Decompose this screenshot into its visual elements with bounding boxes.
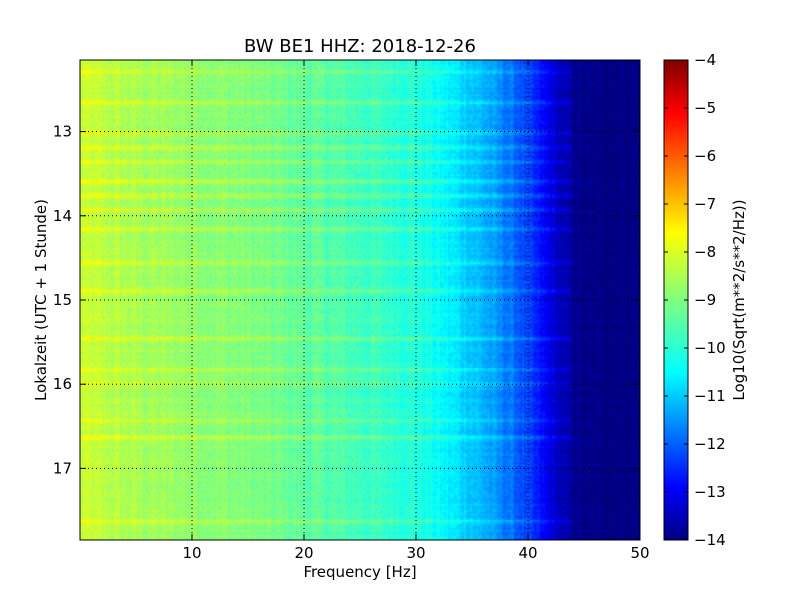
colorbar-tick-label: −7 xyxy=(694,195,716,213)
x-tick-label: 20 xyxy=(294,544,313,562)
chart-title: BW BE1 HHZ: 2018-12-26 xyxy=(244,36,476,57)
colorbar-tick-label: −13 xyxy=(694,483,726,501)
x-tick-label: 30 xyxy=(406,544,425,562)
y-tick-label: 13 xyxy=(53,123,72,141)
colorbar-tick-label: −10 xyxy=(694,339,726,357)
plot-area: 10 20 30 40 50 13 14 15 16 17 xyxy=(53,59,650,562)
colorbar-tick-label: −8 xyxy=(694,243,716,261)
y-tick-label: 17 xyxy=(53,459,72,477)
x-tick-label: 10 xyxy=(182,544,201,562)
x-axis-ticks: 10 20 30 40 50 xyxy=(182,60,650,562)
x-axis-label: Frequency [Hz] xyxy=(303,563,416,581)
colorbar-tick-label: −12 xyxy=(694,435,726,453)
y-tick-label: 14 xyxy=(53,207,72,225)
colorbar-tick-label: −9 xyxy=(694,291,716,309)
y-axis-ticks: 13 14 15 16 17 xyxy=(53,123,640,477)
colorbar-tick-label: −14 xyxy=(694,531,726,549)
x-tick-label: 40 xyxy=(518,544,537,562)
y-axis-label: Lokalzeit (UTC + 1 Stunde) xyxy=(32,199,50,401)
grid-lines xyxy=(80,60,640,540)
colorbar-ticks: −4 −5 −6 −7 −8 −9 −10 −11 −12 −13 −14 xyxy=(664,51,726,549)
colorbar-tick-label: −6 xyxy=(694,147,716,165)
y-tick-label: 15 xyxy=(53,291,72,309)
colorbar-label: Log10(Sqrt(m**2/s**2/Hz)) xyxy=(730,199,748,400)
colorbar-tick-label: −5 xyxy=(694,99,716,117)
colorbar-tick-label: −11 xyxy=(694,387,726,405)
colorbar-tick-label: −4 xyxy=(694,51,716,69)
y-tick-label: 16 xyxy=(53,375,72,393)
colorbar: −4 −5 −6 −7 −8 −9 −10 −11 −12 −13 −14 Log10(Sqrt(m… xyxy=(663,51,748,549)
x-tick-label: 50 xyxy=(630,544,649,562)
